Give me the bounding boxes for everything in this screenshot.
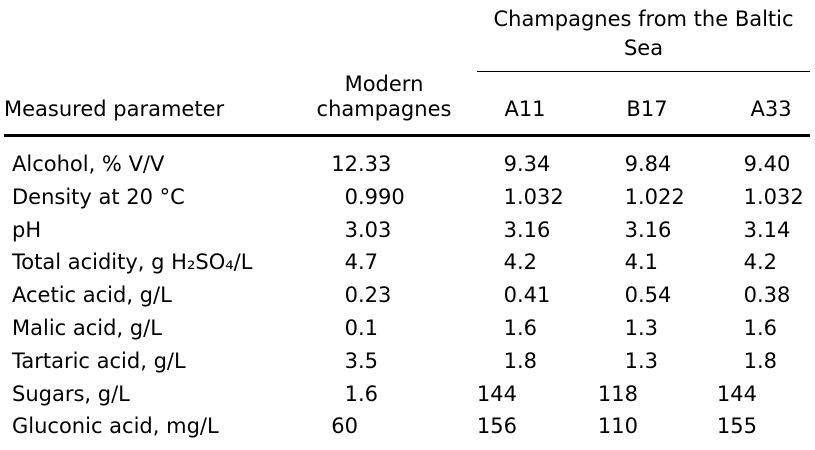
value-cell: 1.032 (743, 184, 804, 209)
value-cell: 9.84 (624, 152, 672, 176)
value-cell: 118 (597, 381, 638, 406)
parameter-label: Malic acid, g/L (12, 315, 162, 340)
value-cell: 60 (331, 414, 358, 439)
value-cell: 0.38 (743, 283, 791, 308)
table-row: Tartaric acid, g/L 3.5 1.8 1.3 1.8 (4, 345, 810, 378)
column-header-a33: A33 (708, 72, 811, 137)
value-cell: 1.032 (503, 184, 564, 209)
value-cell: 4.1 (624, 250, 659, 275)
value-cell: 4.7 (344, 250, 379, 275)
value-cell: 0.1 (344, 315, 379, 340)
table-row: pH 3.03 3.16 3.16 3.14 (4, 214, 810, 247)
parameter-label: Gluconic acid, mg/L (12, 414, 219, 439)
value-cell: 4.2 (503, 250, 538, 275)
value-cell: 1.022 (624, 184, 685, 209)
column-group-title: Champagnes from the Baltic Sea (477, 5, 811, 72)
value-cell: 3.16 (624, 217, 672, 242)
column-header-row: Measured parameter Modern champagnes A11… (4, 72, 811, 137)
value-cell: 3.5 (344, 348, 379, 373)
value-cell: 1.6 (344, 381, 379, 406)
column-header-measured-parameter: Measured parameter (4, 72, 304, 137)
value-cell: 1.3 (624, 348, 659, 373)
value-cell: 1.8 (503, 348, 538, 373)
value-cell: 9.34 (503, 152, 551, 176)
value-cell: 0.41 (503, 283, 551, 308)
value-cell: 0.54 (624, 283, 672, 308)
column-group-header-cell: Champagnes from the Baltic Sea (464, 5, 811, 72)
value-cell: 110 (597, 414, 638, 439)
column-header-b17: B17 (586, 72, 708, 137)
value-cell: 144 (716, 381, 757, 406)
value-cell: 12.33 (331, 152, 392, 176)
parameter-label: Tartaric acid, g/L (12, 348, 186, 373)
value-cell: 1.6 (503, 315, 538, 340)
parameter-label: Sugars, g/L (12, 381, 130, 406)
value-cell: 0.990 (344, 184, 405, 209)
column-group-spacer (4, 5, 464, 72)
champagne-analysis-table: Champagnes from the Baltic Sea Measured … (4, 5, 811, 450)
table-row: Total acidity, g H₂SO₄/L 4.7 4.2 4.1 4.2 (4, 246, 810, 279)
column-header-modern-champagnes: Modern champagnes (304, 72, 464, 137)
column-group-row: Champagnes from the Baltic Sea (4, 5, 811, 72)
column-header-a11: A11 (464, 72, 586, 137)
value-cell: 155 (716, 414, 757, 439)
value-cell: 1.6 (743, 315, 778, 340)
table-row: Alcohol, % V/V 12.33 9.34 9.84 9.40 (4, 136, 810, 181)
table-body: Alcohol, % V/V 12.33 9.34 9.84 9.40 Density a… (4, 136, 810, 450)
value-cell: 4.2 (743, 250, 778, 275)
parameter-label: Alcohol, % V/V (12, 152, 165, 176)
table-row: Density at 20 °C 0.990 1.032 1.022 1.032 (4, 181, 810, 214)
parameter-label: Acetic acid, g/L (12, 283, 172, 308)
value-cell: 1.8 (743, 348, 778, 373)
value-cell: 144 (476, 381, 517, 406)
value-cell: 3.03 (344, 217, 392, 242)
parameter-label: pH (12, 217, 42, 242)
value-cell: 9.40 (743, 152, 791, 176)
value-cell: 3.16 (503, 217, 551, 242)
value-cell: 156 (476, 414, 517, 439)
table-row: Acetic acid, g/L 0.23 0.41 0.54 0.38 (4, 279, 810, 312)
table-row: Gluconic acid, mg/L 60 156 110 155 (4, 410, 810, 450)
value-cell: 3.14 (743, 217, 791, 242)
table-header: Champagnes from the Baltic Sea Measured … (4, 5, 811, 137)
table-row: Malic acid, g/L 0.1 1.6 1.3 1.6 (4, 312, 810, 345)
parameter-label: Density at 20 °C (12, 184, 185, 209)
value-cell: 0.23 (344, 283, 392, 308)
table-row: Sugars, g/L 1.6 144 118 144 (4, 378, 810, 411)
parameter-label: Total acidity, g H₂SO₄/L (12, 250, 253, 275)
value-cell: 1.3 (624, 315, 659, 340)
